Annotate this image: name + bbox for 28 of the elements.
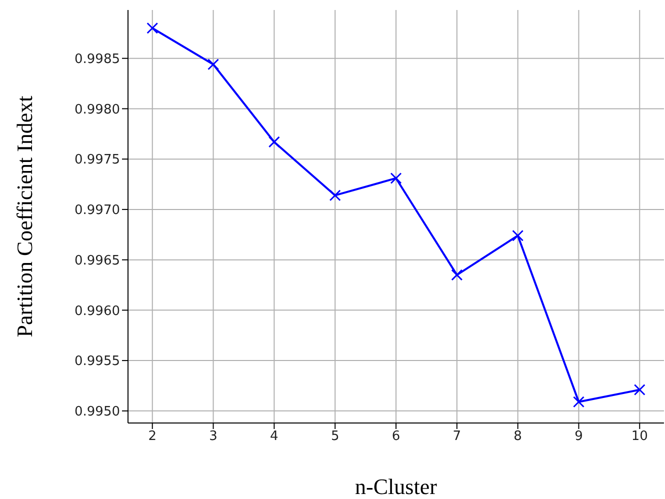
x-tick-label: 3 — [209, 429, 218, 444]
y-tick-label: 0.9950 — [74, 404, 120, 420]
point — [329, 190, 341, 202]
x-tick-label: 4 — [270, 429, 278, 444]
x-axis-title: n-Cluster — [355, 474, 438, 499]
point — [268, 136, 280, 148]
y-tick-label: 0.9960 — [74, 304, 120, 319]
y-tick-label: 0.9980 — [74, 102, 120, 118]
y-tick-label: 0.9975 — [74, 152, 120, 168]
x-tick-label: 8 — [514, 429, 522, 444]
y-tick-label: 0.9985 — [74, 52, 120, 67]
y-tick-label: 0.9965 — [74, 253, 120, 268]
y-axis-title: Partition Coefficient Indext — [12, 96, 37, 338]
x-tick-label: 7 — [452, 429, 462, 444]
point — [572, 396, 584, 408]
point — [208, 58, 220, 70]
y-tick-label: 0.9970 — [74, 203, 120, 218]
x-tick-label: 5 — [330, 429, 340, 444]
point — [390, 172, 402, 184]
point — [512, 230, 524, 242]
x-tick-label: 2 — [148, 429, 157, 444]
y-tick-label: 0.9955 — [74, 354, 120, 370]
x-tick-label: 10 — [631, 429, 648, 444]
point — [451, 269, 463, 281]
x-tick-label: 6 — [392, 429, 400, 444]
x-tick-label: 9 — [574, 429, 583, 444]
point — [146, 22, 158, 34]
point — [634, 384, 646, 396]
